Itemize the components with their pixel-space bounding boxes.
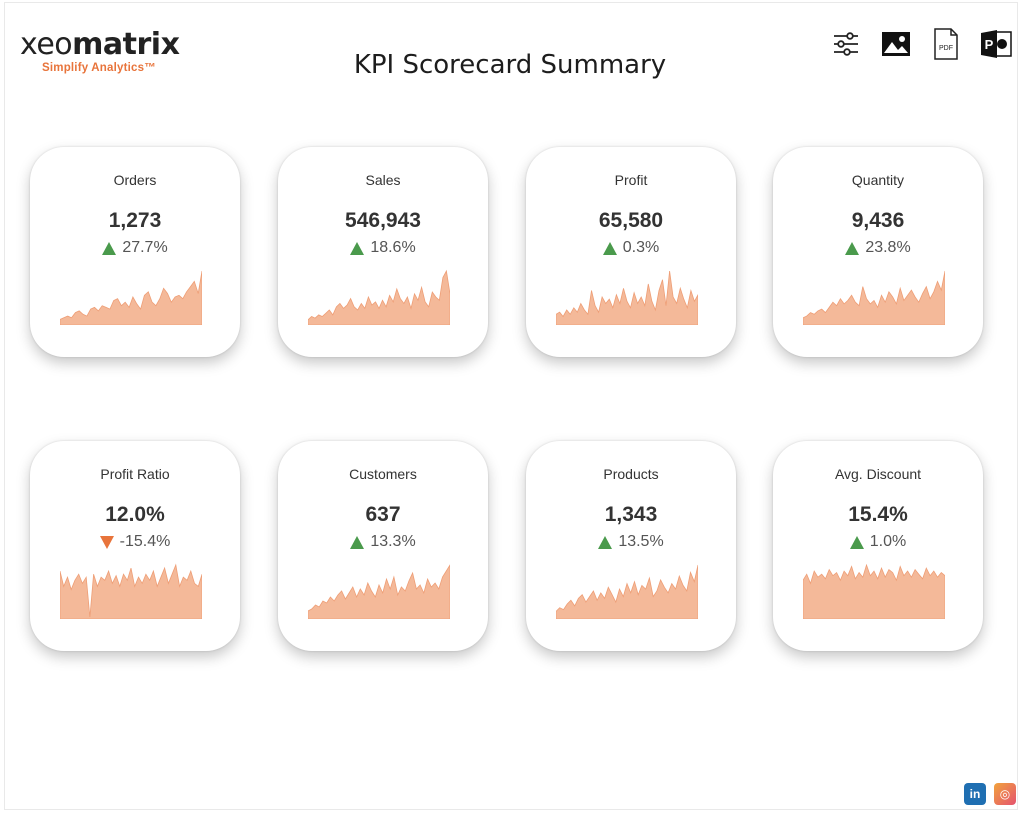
kpi-label: Orders: [113, 172, 157, 188]
export-toolbar: PDF P: [828, 26, 1014, 62]
kpi-card-quantity[interactable]: Quantity 9,436 23.8%: [773, 147, 983, 357]
instagram-icon[interactable]: ◎: [994, 783, 1016, 805]
sparkline: [803, 563, 945, 619]
trend-up-icon: [845, 241, 860, 255]
sparkline: [60, 270, 202, 325]
export-image-button[interactable]: [878, 26, 914, 62]
kpi-change-value: -15.4%: [119, 533, 171, 550]
kpi-change-value: 18.6%: [370, 239, 416, 256]
kpi-card-orders[interactable]: Orders 1,273 27.7%: [30, 147, 240, 357]
kpi-label: Avg. Discount: [834, 466, 922, 482]
kpi-card-sales[interactable]: Sales 546,943 18.6%: [278, 147, 488, 357]
logo-wordmark: xeomatrix: [20, 27, 180, 62]
trend-up-icon: [602, 241, 617, 255]
export-powerpoint-button[interactable]: P: [978, 26, 1014, 62]
ppt-icon-label: P: [985, 37, 994, 52]
trend-up-icon: [350, 241, 365, 255]
kpi-change-value: 13.3%: [370, 533, 416, 550]
sparkline-area: [556, 270, 698, 325]
kpi-value: 637: [365, 503, 401, 526]
kpi-change: 23.8%: [773, 239, 983, 257]
kpi-label: Customers: [349, 466, 417, 482]
sparkline-area: [803, 270, 945, 325]
logo-part1: xeo: [20, 27, 73, 62]
sparkline-area: [60, 563, 202, 619]
kpi-value: 9,436: [851, 209, 905, 232]
pdf-icon-label: PDF: [939, 45, 953, 52]
kpi-change: 18.6%: [278, 239, 488, 257]
kpi-value: 65,580: [598, 209, 664, 232]
kpi-label: Quantity: [851, 172, 905, 188]
trend-up-icon: [598, 535, 613, 549]
kpi-value: 15.4%: [848, 503, 908, 526]
logo-part2: matrix: [72, 27, 180, 62]
kpi-label: Products: [603, 466, 659, 482]
kpi-card-customers[interactable]: Customers 637 13.3%: [278, 441, 488, 651]
powerpoint-icon: P: [981, 30, 1012, 58]
dashboard-frame: [4, 2, 1018, 810]
kpi-value: 12.0%: [105, 503, 165, 526]
sparkline-area: [60, 270, 202, 325]
kpi-value: 1,273: [108, 209, 162, 232]
sparkline-area: [556, 564, 698, 619]
logo-tagline: Simplify Analytics™: [42, 62, 156, 74]
kpi-card-avg-discount[interactable]: Avg. Discount 15.4% 1.0%: [773, 441, 983, 651]
image-icon: [882, 32, 910, 56]
export-pdf-button[interactable]: PDF: [928, 26, 964, 62]
trend-up-icon: [102, 241, 117, 255]
kpi-change: 13.3%: [278, 533, 488, 551]
kpi-label: Profit: [614, 172, 648, 188]
sparkline-area: [803, 563, 945, 619]
sliders-icon: [834, 32, 858, 56]
sparkline: [308, 269, 450, 325]
sparkline: [803, 270, 945, 325]
sparkline: [60, 563, 202, 619]
kpi-change: 0.3%: [526, 239, 736, 257]
kpi-change-value: 0.3%: [622, 239, 660, 256]
kpi-value: 1,343: [604, 503, 658, 526]
kpi-card-products[interactable]: Products 1,343 13.5%: [526, 441, 736, 651]
kpi-change: 27.7%: [30, 239, 240, 257]
kpi-label: Sales: [365, 172, 401, 188]
kpi-value: 546,943: [345, 209, 421, 232]
filters-button[interactable]: [828, 26, 864, 62]
sparkline-area: [308, 564, 450, 619]
trend-up-icon: [849, 535, 864, 549]
kpi-label: Profit Ratio: [100, 466, 170, 482]
kpi-change: -15.4%: [30, 533, 240, 551]
sparkline: [556, 270, 698, 325]
kpi-change-value: 13.5%: [618, 533, 664, 550]
kpi-change-value: 27.7%: [122, 239, 168, 256]
linkedin-icon[interactable]: in: [964, 783, 986, 805]
kpi-change-value: 23.8%: [865, 239, 911, 256]
kpi-change-value: 1.0%: [869, 533, 907, 550]
kpi-card-profit-ratio[interactable]: Profit Ratio 12.0% -15.4%: [30, 441, 240, 651]
brand-logo: xeomatrix Simplify Analytics™: [20, 27, 180, 75]
pdf-icon: PDF: [934, 28, 958, 60]
kpi-card-profit[interactable]: Profit 65,580 0.3%: [526, 147, 736, 357]
kpi-change: 13.5%: [526, 533, 736, 551]
kpi-change: 1.0%: [773, 533, 983, 551]
sparkline: [556, 564, 698, 619]
trend-down-icon: [99, 535, 114, 549]
sparkline: [308, 564, 450, 619]
sparkline-area: [308, 269, 450, 325]
page-title: KPI Scorecard Summary: [353, 50, 667, 80]
trend-up-icon: [350, 535, 365, 549]
social-links: in ◎: [964, 783, 1016, 805]
